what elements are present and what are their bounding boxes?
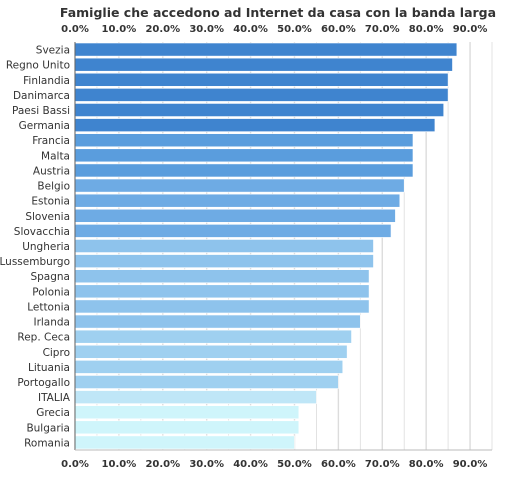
x-tick-label-top: 20.0% (145, 24, 180, 35)
bar-germania (74, 118, 436, 132)
bar-portogallo (74, 375, 339, 389)
bar-austria (74, 163, 414, 178)
category-label: Spagna (30, 271, 70, 283)
bar-francia (74, 133, 414, 148)
x-tick-label-bottom: 0.0% (61, 459, 89, 470)
x-tick-label-bottom: 50.0% (277, 459, 312, 470)
bar-danimarca (74, 88, 449, 102)
category-label: Grecia (36, 407, 70, 419)
bar-ungheria (74, 239, 374, 253)
category-label: Portogallo (17, 377, 70, 389)
x-tick-label-top: 40.0% (233, 24, 268, 35)
bar-paesi-bassi (74, 103, 445, 117)
bar-svezia (74, 42, 458, 57)
bar-finlandia (74, 72, 449, 87)
bar-cipro (74, 344, 348, 359)
bar-rep-ceca (74, 329, 352, 344)
x-tick-label-bottom: 20.0% (145, 459, 180, 470)
bar-slovacchia (74, 224, 392, 238)
category-label: Irlanda (33, 317, 70, 329)
bar-malta (74, 148, 414, 163)
category-label: Malta (41, 150, 70, 162)
x-tick-label-top: 30.0% (189, 24, 224, 35)
category-label: Romania (24, 437, 70, 449)
category-label: ITALIA (38, 392, 71, 404)
x-tick-label-top: 10.0% (102, 24, 137, 35)
category-label: Francia (32, 135, 70, 147)
x-tick-label-top: 70.0% (365, 24, 400, 35)
category-label: Lituania (28, 362, 70, 374)
category-label: Finlandia (23, 75, 70, 87)
category-label: Bulgaria (26, 422, 70, 434)
bar-bulgaria (74, 420, 300, 435)
category-label: Danimarca (13, 90, 70, 102)
bar-lussemburgo (74, 254, 374, 268)
bar-grecia (74, 405, 300, 420)
bar-romania (74, 435, 295, 450)
x-tick-label-bottom: 10.0% (102, 459, 137, 470)
category-label: Belgio (37, 181, 70, 193)
bar-belgio (74, 178, 405, 193)
bar-slovenia (74, 208, 396, 223)
category-label: Svezia (36, 45, 70, 57)
x-tick-label-bottom: 60.0% (321, 459, 356, 470)
bar-italia (74, 390, 317, 404)
bar-lituania (74, 360, 344, 374)
category-label: Germania (19, 120, 70, 132)
category-label: Estonia (31, 196, 70, 208)
x-tick-label-bottom: 70.0% (365, 459, 400, 470)
bar-estonia (74, 193, 401, 208)
bar-regno-unito (74, 57, 453, 72)
x-tick-label-top: 0.0% (61, 24, 89, 35)
bar-polonia (74, 284, 370, 299)
bar-spagna (74, 269, 370, 284)
category-label: Cipro (43, 347, 70, 359)
category-label: Paesi Bassi (12, 105, 70, 117)
bar-irlanda (74, 314, 361, 329)
category-label: Slovacchia (14, 226, 70, 238)
x-tick-label-top: 50.0% (277, 24, 312, 35)
x-tick-label-top: 80.0% (409, 24, 444, 35)
x-tick-label-bottom: 40.0% (233, 459, 268, 470)
category-label: Lettonia (27, 301, 70, 313)
category-label: Polonia (32, 286, 70, 298)
category-label: Regno Unito (6, 60, 70, 72)
category-label: Austria (33, 165, 70, 177)
category-label: Ungheria (22, 241, 70, 253)
category-label: Slovenia (25, 211, 70, 223)
x-tick-label-bottom: 90.0% (453, 459, 488, 470)
x-tick-label-bottom: 80.0% (409, 459, 444, 470)
bar-lettonia (74, 299, 370, 314)
x-tick-label-top: 60.0% (321, 24, 356, 35)
category-label: Lussemburgo (0, 256, 70, 268)
x-tick-label-top: 90.0% (453, 24, 488, 35)
x-tick-label-bottom: 30.0% (189, 459, 224, 470)
chart-title: Famiglie che accedono ad Internet da cas… (60, 5, 496, 20)
category-label: Rep. Ceca (17, 332, 70, 344)
